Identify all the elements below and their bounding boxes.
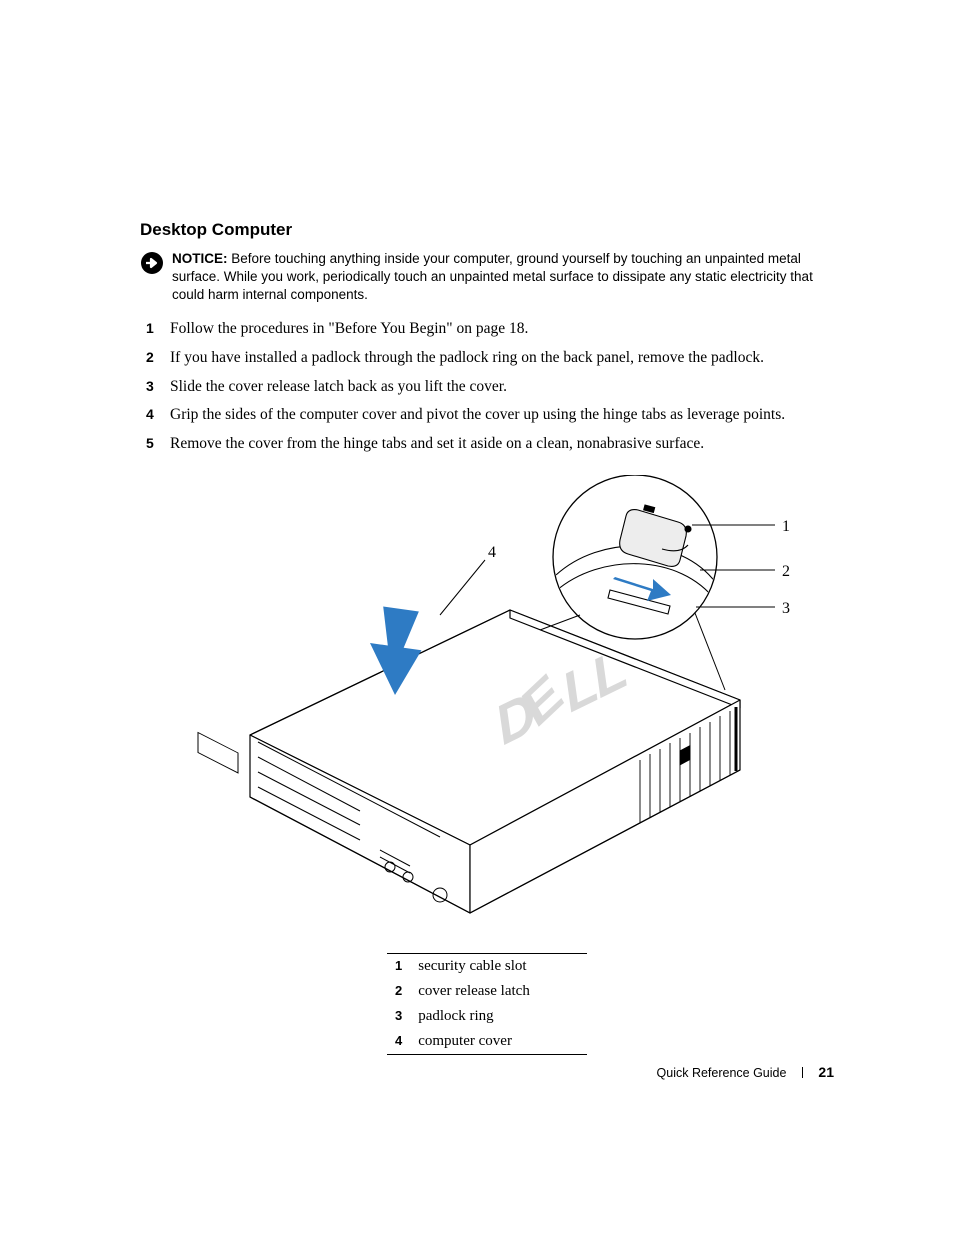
step-number: 4 xyxy=(146,405,154,424)
callout-number: 3 xyxy=(782,600,790,617)
callout-number: 2 xyxy=(782,563,790,580)
legend-num: 2 xyxy=(387,979,410,1004)
figure-illustration: DELL xyxy=(140,475,840,935)
step-item: 5 Remove the cover from the hinge tabs an… xyxy=(140,434,834,455)
notice-text: NOTICE: Before touching anything inside … xyxy=(172,250,834,305)
notice-arrow-icon xyxy=(140,251,164,280)
notice-block: NOTICE: Before touching anything inside … xyxy=(140,250,834,305)
step-item: 2 If you have installed a padlock through… xyxy=(140,348,834,369)
legend-num: 3 xyxy=(387,1004,410,1029)
callout-number: 4 xyxy=(488,544,496,561)
page-number: 21 xyxy=(818,1064,834,1080)
step-text: If you have installed a padlock through … xyxy=(170,349,764,366)
callout-number: 1 xyxy=(782,518,790,535)
notice-label: NOTICE: xyxy=(172,251,228,266)
step-number: 5 xyxy=(146,434,154,453)
document-page: Desktop Computer NOTICE: Before touching… xyxy=(0,0,954,1235)
step-text: Follow the procedures in "Before You Beg… xyxy=(170,320,528,337)
legend-label: cover release latch xyxy=(410,979,587,1004)
step-text: Remove the cover from the hinge tabs and… xyxy=(170,435,704,452)
step-text: Slide the cover release latch back as yo… xyxy=(170,378,507,395)
step-item: 3 Slide the cover release latch back as y… xyxy=(140,377,834,398)
step-number: 1 xyxy=(146,319,154,338)
steps-list: 1 Follow the procedures in "Before You Be… xyxy=(140,319,834,456)
footer-title: Quick Reference Guide xyxy=(657,1066,787,1080)
step-number: 2 xyxy=(146,348,154,367)
legend-num: 1 xyxy=(387,954,410,980)
section-heading: Desktop Computer xyxy=(140,220,834,240)
legend-label: padlock ring xyxy=(410,1004,587,1029)
step-text: Grip the sides of the computer cover and… xyxy=(170,406,785,423)
legend-label: computer cover xyxy=(410,1029,587,1055)
legend-num: 4 xyxy=(387,1029,410,1055)
page-footer: Quick Reference Guide 21 xyxy=(657,1064,834,1080)
legend-label: security cable slot xyxy=(410,954,587,980)
footer-separator xyxy=(802,1067,803,1078)
step-item: 4 Grip the sides of the computer cover an… xyxy=(140,405,834,426)
step-number: 3 xyxy=(146,377,154,396)
legend-table: 1 security cable slot 2 cover release la… xyxy=(387,953,587,1055)
step-item: 1 Follow the procedures in "Before You Be… xyxy=(140,319,834,340)
notice-body: Before touching anything inside your com… xyxy=(172,251,813,302)
